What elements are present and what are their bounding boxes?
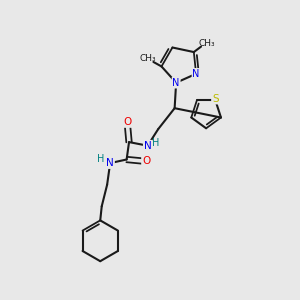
Text: O: O (142, 156, 150, 166)
Text: H: H (98, 154, 105, 164)
Text: N: N (192, 69, 200, 79)
Text: O: O (123, 117, 132, 127)
Text: N: N (106, 158, 114, 168)
Text: N: N (144, 141, 152, 151)
Text: N: N (172, 78, 180, 88)
Text: CH₃: CH₃ (198, 39, 215, 48)
Text: S: S (212, 94, 219, 103)
Text: H: H (152, 138, 160, 148)
Text: CH₃: CH₃ (140, 54, 156, 63)
